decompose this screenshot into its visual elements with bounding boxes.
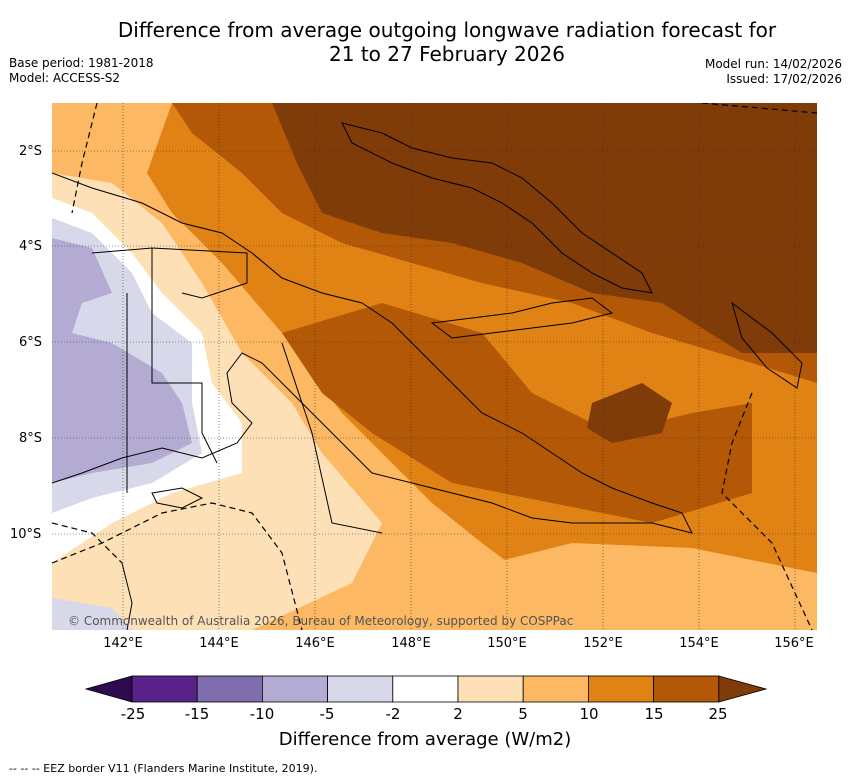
lat-label-6s: 6°S: [19, 335, 43, 350]
eez-footnote: -- -- -- EEZ border V11 (Flanders Marine…: [9, 762, 318, 775]
lon-label-156e: 156°E: [774, 636, 814, 651]
colorbar-segment: [196, 675, 263, 703]
colorbar-label: -25: [120, 705, 146, 723]
lon-label-148e: 148°E: [391, 636, 431, 651]
colorbar-label: -15: [184, 705, 210, 723]
credit-text: © Commonwealth of Australia 2026, Bureau…: [68, 614, 574, 628]
field-minus-2-5-sw: [52, 598, 132, 630]
lat-label-8s: 8°S: [19, 431, 43, 446]
colorbar-label: 10: [579, 705, 599, 723]
map-title: Difference from average outgoing longwav…: [0, 18, 850, 66]
lat-label-2s: 2°S: [19, 144, 43, 159]
colorbar-label: -5: [319, 705, 335, 723]
base-period: Base period: 1981-2018: [9, 56, 154, 70]
colorbar-segment: [653, 675, 720, 703]
lat-label-4s: 4°S: [19, 239, 43, 254]
field-5-10-south: [382, 543, 817, 630]
field-over-25: [272, 103, 817, 353]
lon-label-152e: 152°E: [583, 636, 623, 651]
model-name: Model: ACCESS-S2: [9, 71, 121, 85]
graticule: [52, 103, 817, 630]
meta-right: Model run: 14/02/2026 Issued: 17/02/2026: [705, 57, 842, 87]
eez-borders: [52, 103, 817, 630]
colorbar-label: 5: [518, 705, 528, 723]
title-line-1: Difference from average outgoing longwav…: [117, 18, 777, 42]
colorbar-segment: [392, 675, 459, 703]
colorbar-label: -10: [249, 705, 275, 723]
colorbar-label: -2: [385, 705, 401, 723]
colorbar-segment: [131, 675, 198, 703]
field-minus-5-10: [52, 238, 192, 483]
colorbar-label: 15: [644, 705, 664, 723]
colorbar-label: 25: [708, 705, 728, 723]
field-over-25-patch: [587, 383, 672, 443]
olr-anomaly-map: [52, 103, 817, 630]
lon-label-142e: 142°E: [103, 636, 143, 651]
lon-label-150e: 150°E: [487, 636, 527, 651]
colorbar-extend-high: [718, 675, 768, 703]
model-run: Model run: 14/02/2026: [704, 57, 842, 71]
colorbar-extend-low: [84, 675, 133, 703]
colorbar-title: Difference from average (W/m2): [278, 729, 572, 750]
field-15-25-central: [282, 303, 752, 523]
borders: [91, 247, 383, 534]
coastlines: [52, 122, 803, 630]
issued-date: Issued: 17/02/2026: [726, 72, 842, 86]
colorbar-segment: [522, 675, 589, 703]
colorbar-segment: [261, 675, 328, 703]
colorbar-segment: [588, 675, 655, 703]
colorbar-label: 2: [453, 705, 463, 723]
lon-label-144e: 144°E: [199, 636, 239, 651]
lat-label-10s: 10°S: [10, 527, 42, 542]
colorbar-segment: [457, 675, 524, 703]
lon-label-154e: 154°E: [679, 636, 719, 651]
meta-left: Base period: 1981-2018 Model: ACCESS-S2: [9, 56, 154, 86]
lon-label-146e: 146°E: [295, 636, 335, 651]
colorbar-segment: [327, 675, 394, 703]
title-line-2: 21 to 27 February 2026: [329, 42, 565, 66]
